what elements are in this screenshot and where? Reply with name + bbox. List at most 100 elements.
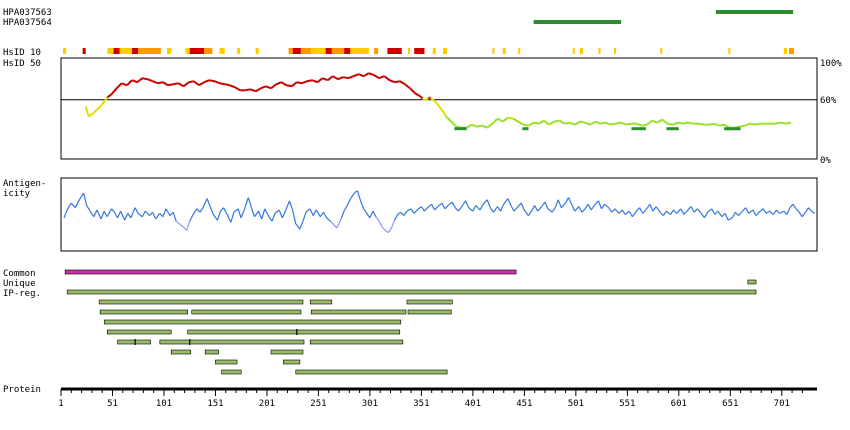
antigenicity-line-segment	[268, 216, 273, 222]
antigenicity-line-segment	[223, 207, 229, 216]
identity-line-segment	[610, 122, 617, 126]
identity-line-segment	[250, 88, 256, 93]
antigenicity-line-segment	[482, 199, 488, 205]
antigenicity-line-segment	[497, 206, 502, 212]
common-track	[64, 269, 517, 275]
ipreg-bar	[309, 299, 333, 305]
identity-line-segment	[435, 101, 442, 110]
identity-line-segment	[620, 121, 627, 126]
hsid10-segment	[107, 48, 114, 54]
hsid10-segment	[432, 48, 436, 54]
identity-line-segment	[677, 121, 684, 125]
antigenicity-line-segment	[427, 203, 432, 209]
antigenicity-line-segment	[503, 198, 509, 205]
identity-line-segment	[157, 81, 164, 85]
hsid10-segment	[219, 48, 225, 54]
antigenicity-line-segment	[413, 209, 418, 214]
antigenicity-line-segment	[281, 210, 286, 219]
antigenicity-line-segment	[727, 217, 733, 221]
unique-bar	[747, 279, 757, 285]
antigenicity-line-segment	[130, 207, 136, 219]
antigenicity-line-segment	[369, 210, 374, 219]
hsid10-segment	[185, 48, 190, 54]
hsid10-segment	[660, 48, 663, 54]
antigenicity-line-segment	[554, 199, 559, 208]
antigenicity-line-segment	[193, 208, 198, 214]
identity-line-segment	[121, 82, 128, 87]
antibody-bar	[533, 20, 622, 24]
antigenicity-line-segment	[319, 211, 324, 218]
identity-line-segment	[687, 121, 694, 125]
ipreg-bar	[170, 349, 192, 355]
antigenicity-line-segment	[762, 208, 767, 214]
antigenicity-line-segment	[513, 206, 519, 212]
antigenicity-line-segment	[665, 210, 671, 215]
ipreg-label: IP-reg.	[3, 289, 41, 299]
hsid10-segment	[443, 48, 448, 54]
antigenicity-line-segment	[343, 205, 348, 212]
antigenicity-line-segment	[628, 210, 633, 218]
identity-axis-60: 60%	[820, 96, 837, 106]
identity-line-segment	[507, 116, 514, 120]
identity-line-segment	[167, 83, 174, 87]
antigenicity-line-segment	[284, 200, 291, 212]
ipreg-bar	[309, 339, 404, 345]
identity-line-segment	[626, 122, 632, 126]
hsid10-segment	[788, 48, 795, 54]
antigenicity-line-segment	[568, 197, 573, 205]
identity-line-segment	[672, 121, 679, 126]
identity-line-segment	[265, 85, 272, 90]
antigenicity-line-segment	[564, 197, 570, 204]
antigenicity-line-segment	[363, 208, 368, 214]
identity-line-segment	[275, 81, 282, 86]
antigenicity-line-segment	[159, 212, 164, 218]
antigenicity-line-segment	[247, 197, 252, 208]
identity-line-segment	[316, 77, 324, 84]
axis-tick-label: 351	[413, 399, 429, 409]
antigenicity-line-segment	[403, 210, 408, 216]
antigenicity-line-segment	[551, 207, 556, 213]
identity-line-segment	[517, 120, 524, 126]
antigenicity-line-segment	[74, 199, 80, 208]
identity-line-segment	[203, 79, 210, 84]
antigenicity-line-segment	[792, 203, 797, 210]
hsid10-segment	[331, 48, 345, 54]
identity-line-segment	[558, 119, 566, 125]
identity-line-segment	[188, 80, 195, 84]
hsid10-segment	[311, 48, 326, 54]
identity-line-segment	[450, 120, 458, 128]
antigenicity-line-segment	[116, 210, 122, 219]
antigenicity-line-segment	[274, 209, 280, 214]
antigenicity-line-segment	[492, 206, 498, 213]
hsid10-segment	[728, 48, 731, 54]
identity-axis-0: 0%	[820, 156, 831, 166]
identity-line-segment	[389, 79, 395, 84]
antigenicity-line-segment	[461, 200, 467, 206]
antigenicity-line-segment	[326, 217, 332, 222]
identity-line-segment	[476, 124, 483, 128]
identity-line-segment	[785, 121, 792, 125]
identity-line-segment	[527, 121, 535, 127]
antigenicity-line-segment	[137, 212, 143, 218]
antigenicity-line-segment	[254, 210, 260, 218]
antigenicity-line-segment	[406, 208, 412, 212]
identity-line-segment	[744, 122, 751, 127]
antigenicity-line-segment	[748, 209, 754, 214]
identity-line-segment	[373, 74, 380, 80]
identity-axis-100: 100%	[820, 59, 842, 69]
antigenicity-line-segment	[772, 209, 778, 215]
hsid10-segment	[288, 48, 293, 54]
antigenicity-line-segment	[350, 192, 355, 198]
axis-tick-label: 201	[259, 399, 275, 409]
identity-line-segment	[440, 107, 447, 118]
identity-line-segment	[394, 80, 400, 84]
antigenicity-line-segment	[742, 207, 747, 212]
identity-line-segment	[718, 123, 725, 127]
antigenicity-line-segment	[593, 200, 599, 206]
identity-line-segment	[574, 120, 581, 126]
antigenicity-line-segment	[635, 207, 641, 213]
identity-line-segment	[100, 99, 107, 107]
antigenicity-line-segment	[584, 203, 589, 210]
hsid10-segment	[408, 48, 411, 54]
antigenicity-line-segment	[78, 192, 85, 201]
